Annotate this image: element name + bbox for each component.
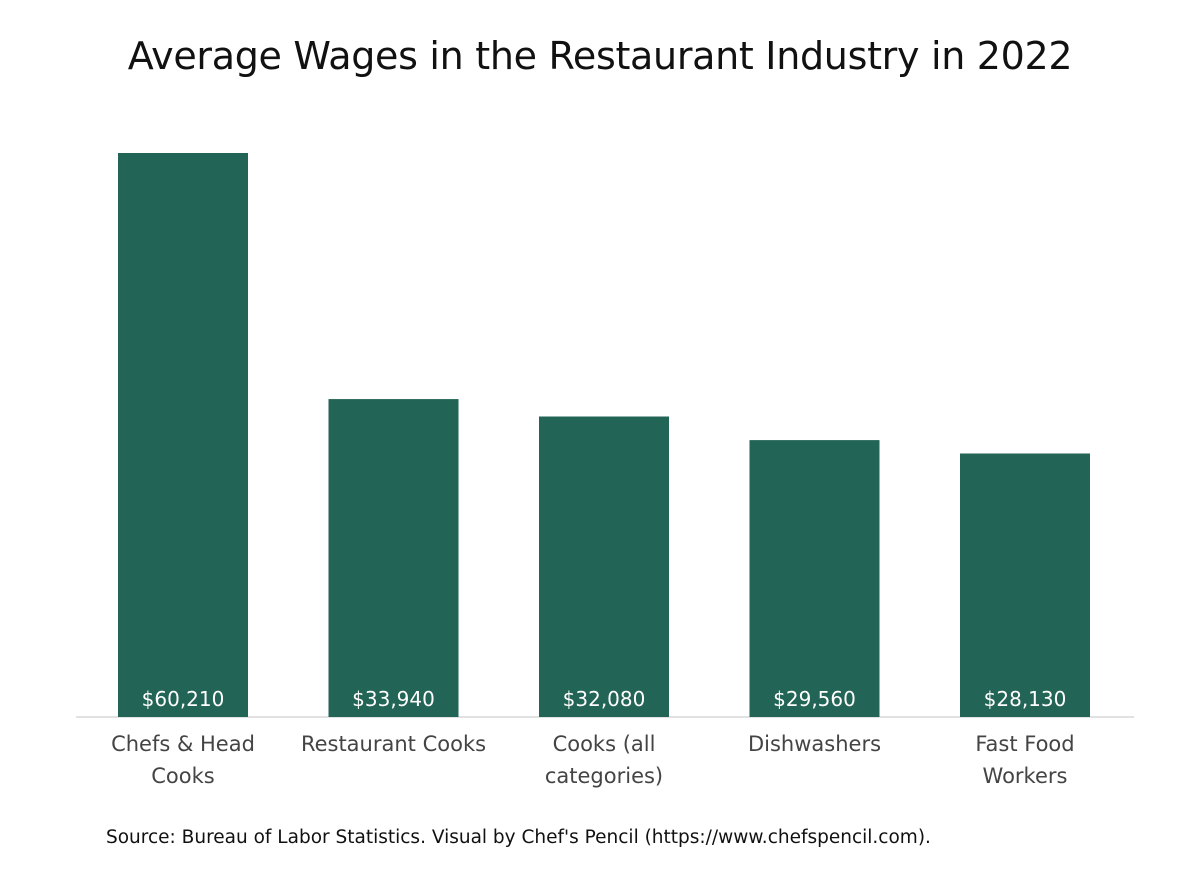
value-label: $60,210 (142, 687, 225, 711)
category-label-line: categories) (545, 764, 663, 788)
category-label-line: Chefs & Head (111, 732, 255, 756)
category-label-line: Cooks (all (553, 732, 656, 756)
bar (328, 399, 459, 717)
chart-title: Average Wages in the Restaurant Industry… (127, 34, 1073, 78)
bar (118, 153, 248, 717)
bar (749, 440, 880, 717)
category-label-line: Cooks (151, 764, 214, 788)
value-label: $28,130 (984, 687, 1067, 711)
category-label-line: Dishwashers (748, 732, 881, 756)
value-label: $33,940 (352, 687, 435, 711)
source-note: Source: Bureau of Labor Statistics. Visu… (106, 827, 931, 848)
value-label: $32,080 (563, 687, 646, 711)
bar (539, 416, 669, 717)
category-label: Restaurant Cooks (301, 732, 486, 756)
bar (960, 453, 1090, 717)
category-label: Chefs & Head Cooks (111, 732, 255, 788)
category-label-line: Restaurant Cooks (301, 732, 486, 756)
category-label-line: Fast Food (975, 732, 1074, 756)
category-label-line: Workers (983, 764, 1068, 788)
category-label: Dishwashers (748, 732, 881, 756)
value-label: $29,560 (773, 687, 856, 711)
category-label: Cooks (all categories) (545, 732, 663, 788)
category-label: Fast Food Workers (975, 732, 1074, 788)
